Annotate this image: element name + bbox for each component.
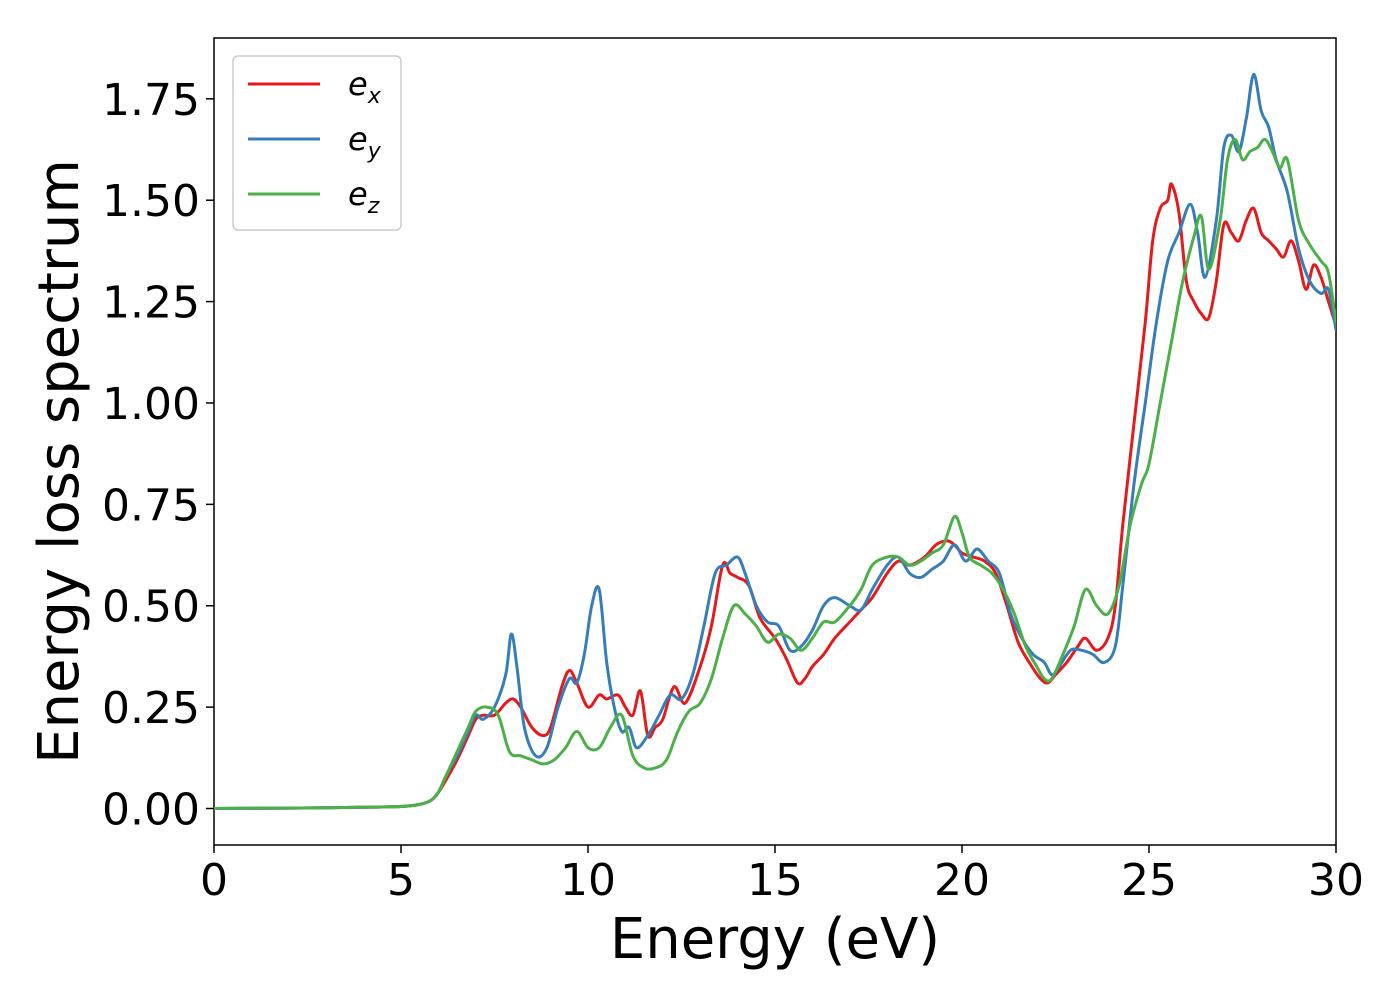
x-tick-label: 25 [1121,855,1177,906]
x-tick-label: 15 [747,855,803,906]
legend-label: ez [348,175,380,219]
y-tick-label: 1.25 [102,278,200,329]
y-tick-label: 0.75 [102,480,200,531]
x-tick-label: 20 [934,855,990,906]
x-tick-label: 10 [560,855,616,906]
legend-label-base: e [348,65,368,103]
y-tick-label: 0.50 [102,582,200,633]
legend-item-y: ey [248,120,382,164]
legend-label-base: e [348,175,368,213]
series-layer [214,72,1336,810]
series-line-x [214,182,1336,810]
legend-item-x: ex [248,65,382,109]
x-tick-label: 0 [200,855,228,906]
series-line-z [214,137,1336,810]
y-tick-label: 1.75 [102,75,200,126]
x-tick-label: 5 [387,855,415,906]
y-tick-label: 1.00 [102,379,200,430]
y-tick-label: 0.25 [102,683,200,734]
series-line-y [214,72,1336,810]
legend-label-subscript: z [367,194,380,219]
legend-label-base: e [348,120,368,158]
y-tick-label: 0.00 [102,785,200,836]
x-tick-label: 30 [1308,855,1364,906]
legend-label: ex [348,65,382,109]
legend-box [232,55,402,231]
legend-label-subscript: y [367,139,382,164]
y-tick-label: 1.50 [102,176,200,227]
legend-label: ey [348,120,382,164]
x-axis: 0 5 10 15 20 25 30 [200,845,1364,906]
legend-label-subscript: x [367,84,382,109]
legend-item-z: ez [248,175,380,219]
y-axis: 0.00 0.25 0.50 0.75 1.00 1.25 1.50 1.75 [102,75,214,836]
x-axis-title: Energy (eV) [610,907,940,972]
y-axis-title: Energy loss spectrum [27,159,92,764]
